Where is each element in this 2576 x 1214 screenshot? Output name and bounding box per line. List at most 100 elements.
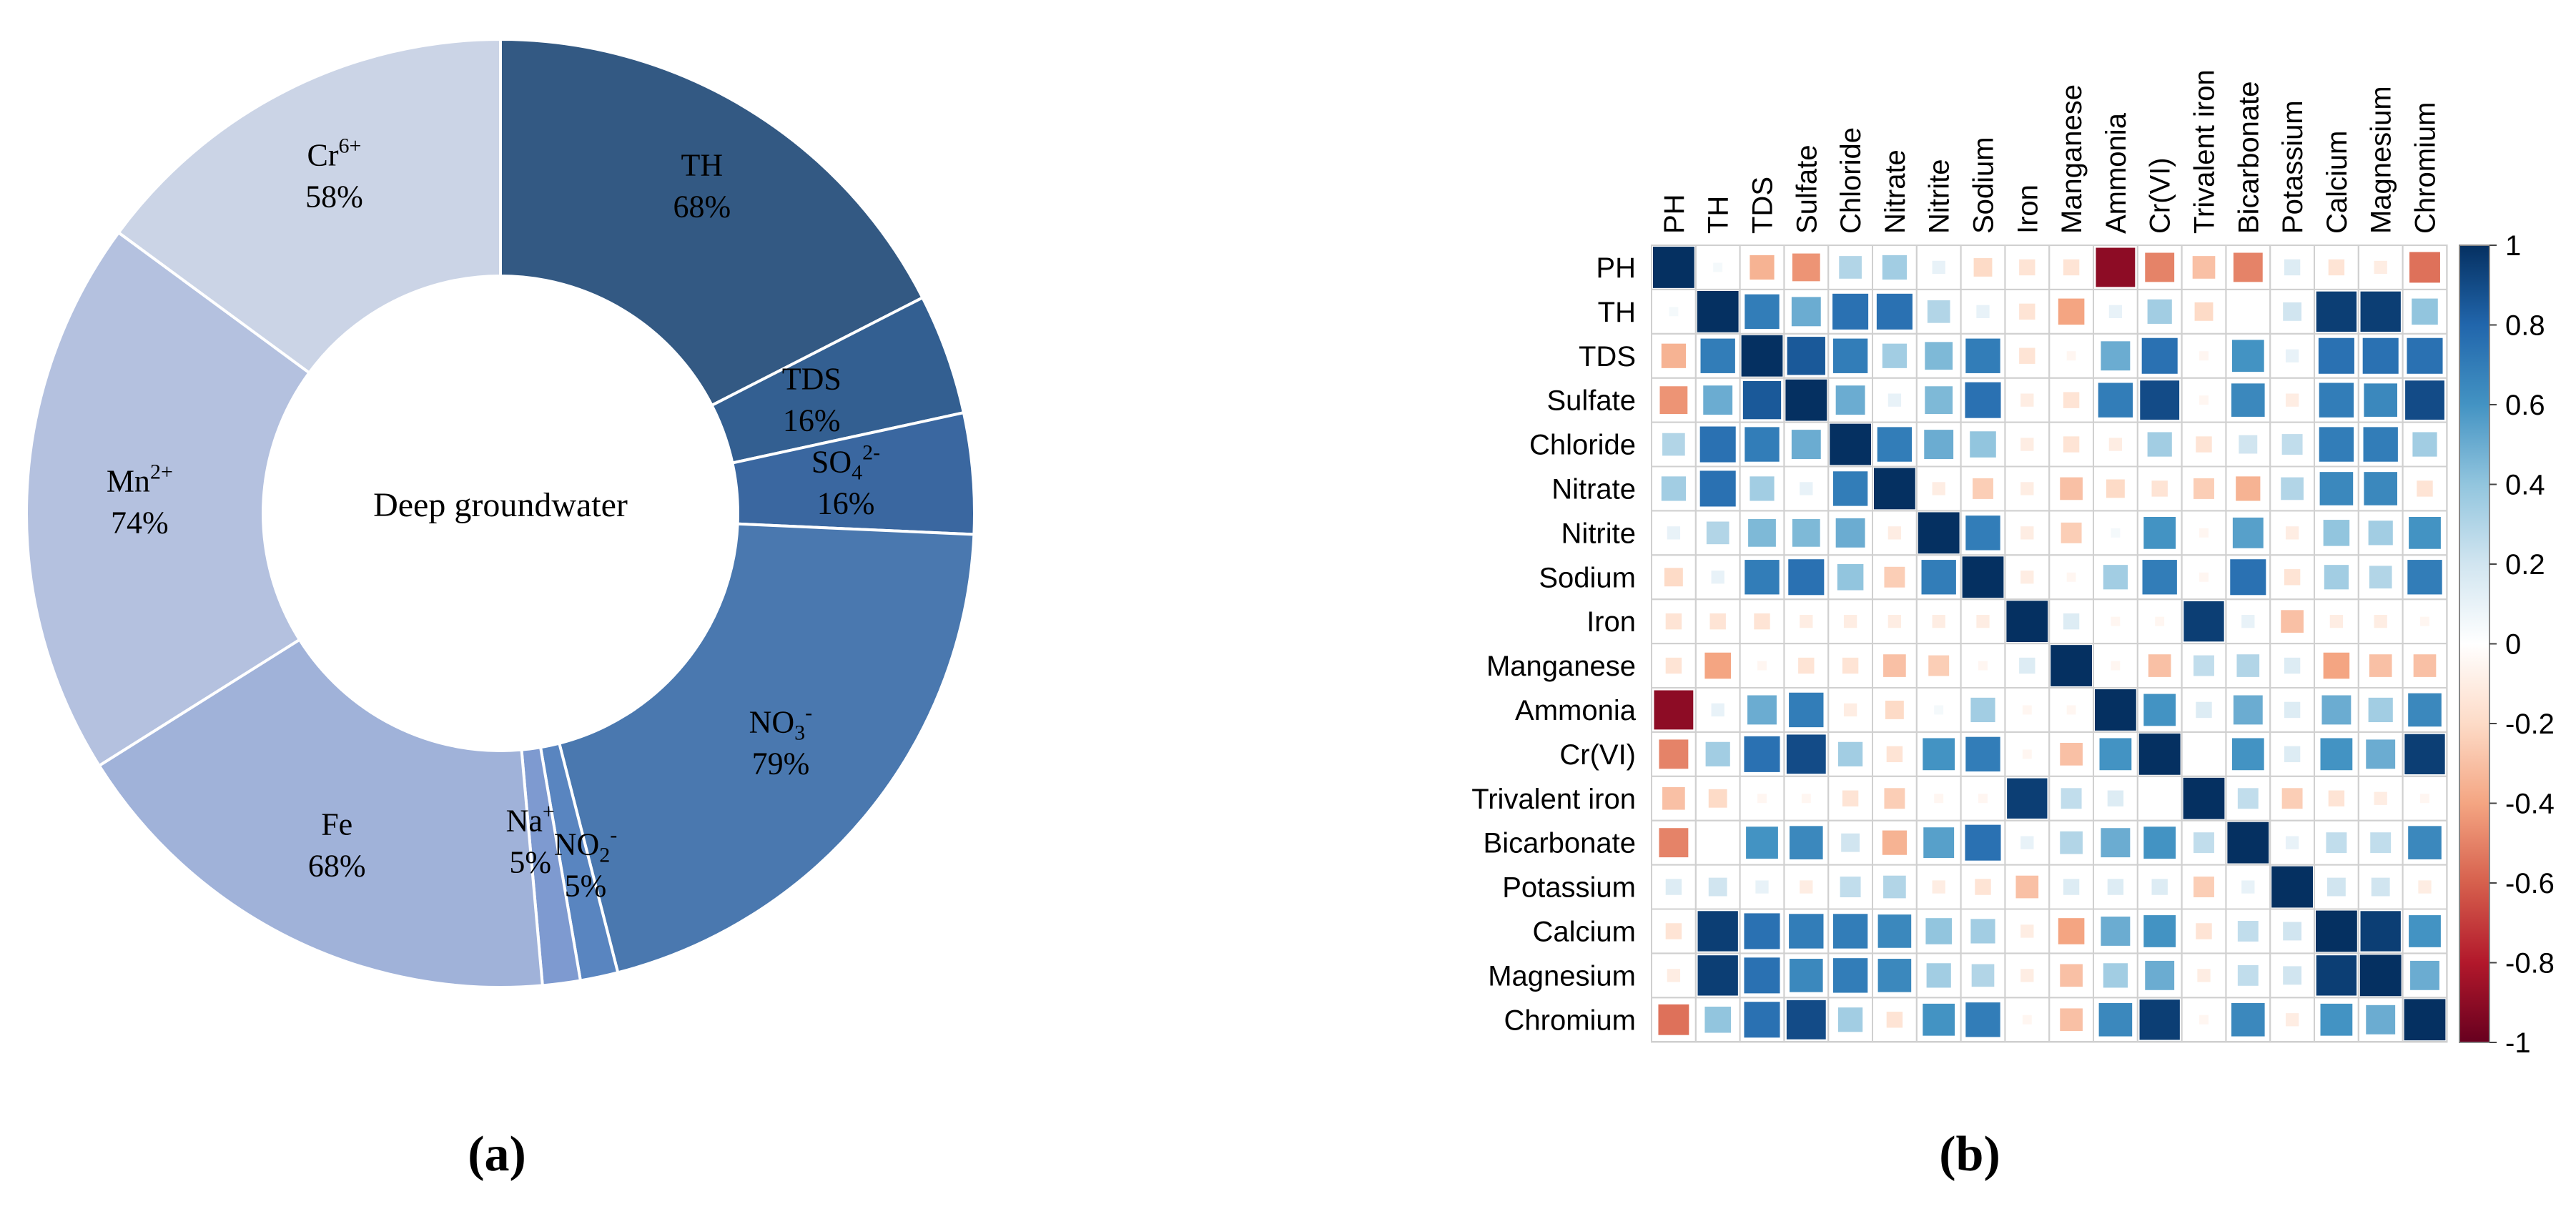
heatmap-cell (1788, 559, 1825, 596)
panel-label-b: (b) (1939, 1127, 2000, 1182)
heatmap-cell (1877, 427, 1913, 462)
heatmap-cell (2103, 963, 2128, 988)
heatmap-cell (2063, 879, 2080, 895)
heatmap-column-label: Sodium (1968, 137, 2000, 234)
heatmap-cell (1664, 568, 1683, 587)
heatmap-row-label: Trivalent iron (1471, 784, 1636, 815)
heatmap-cell (1965, 736, 2000, 772)
colorbar-tick-label: 0.8 (2505, 310, 2545, 342)
heatmap-cell (2407, 560, 2442, 595)
heatmap-cell (1887, 393, 1902, 407)
heatmap-cell (2060, 477, 2083, 500)
heatmap-cell (1882, 255, 1907, 280)
heatmap-cell (1785, 379, 1827, 421)
panel-label-a: (a) (468, 1127, 526, 1182)
heatmap-cell (1786, 734, 1826, 774)
heatmap-cell (1662, 433, 1685, 456)
heatmap-cell (1744, 957, 1780, 994)
heatmap-cell (2020, 482, 2034, 495)
heatmap-cell (2020, 924, 2034, 938)
heatmap-cell (1978, 794, 1988, 804)
heatmap-cell (2019, 259, 2035, 276)
heatmap-cell (1748, 518, 1776, 547)
heatmap-cell (1757, 794, 1767, 804)
donut-slice-label-7: Mn2+ (107, 460, 173, 498)
colorbar-tick-label: -0.4 (2505, 789, 2555, 820)
heatmap-cell (1887, 526, 1902, 540)
heatmap-cell (1662, 786, 1685, 810)
heatmap-cell (1750, 255, 1775, 280)
heatmap-cell (2138, 733, 2181, 775)
heatmap-cell (1754, 613, 1770, 630)
heatmap-cell (1978, 661, 1988, 671)
heatmap-cell (2316, 291, 2357, 332)
heatmap-cell (1658, 1004, 1689, 1035)
heatmap-cell (1832, 293, 1869, 330)
donut-slice-label-2: SO42- (811, 440, 880, 484)
heatmap-cell (2151, 480, 2168, 497)
heatmap-cell (2063, 392, 2080, 408)
heatmap-cell (1790, 959, 1823, 992)
heatmap-cell (1745, 560, 1780, 595)
heatmap-cell (1830, 423, 1871, 465)
heatmap-cell (2193, 877, 2214, 897)
heatmap-cell (1669, 307, 1679, 317)
heatmap-row-label: Magnesium (1488, 960, 1636, 992)
heatmap-cell (2241, 615, 2255, 628)
colorbar: 1 0.8 0.6 0.4 0.2 0 -0.2 -0.4 -0.6 -0.8 -1 (2459, 230, 2555, 1059)
heatmap-cell (2236, 476, 2261, 501)
heatmap-cell (2371, 877, 2390, 897)
heatmap-cell (2413, 654, 2437, 677)
heatmap-cell (1744, 913, 1780, 949)
heatmap-cell (2197, 969, 2211, 982)
heatmap-row-label: Calcium (1533, 916, 1636, 947)
heatmap-cell (2199, 351, 2209, 361)
heatmap-column-label: Calcium (2321, 131, 2353, 234)
heatmap-cell (1835, 385, 1865, 415)
heatmap-cell (2230, 559, 2266, 596)
heatmap-cell (2329, 615, 2344, 628)
heatmap-cell (1744, 1002, 1780, 1038)
heatmap-cell (2103, 565, 2128, 590)
heatmap-cell (1704, 1006, 1731, 1033)
heatmap-cell (2020, 836, 2034, 849)
heatmap-cell (1970, 919, 1995, 944)
heatmap-cell (2285, 526, 2299, 540)
heatmap-grid-cell (2402, 997, 2448, 1043)
heatmap-cell (2066, 705, 2076, 715)
heatmap-cell (2319, 427, 2354, 462)
heatmap-cell (1965, 382, 2001, 418)
heatmap-cell (2328, 259, 2345, 276)
heatmap-row-label: Sodium (1539, 562, 1636, 593)
heatmap-cell (2193, 832, 2214, 854)
heatmap-cell (2231, 340, 2264, 372)
heatmap-cell (2366, 739, 2396, 769)
heatmap-cell (2284, 701, 2301, 719)
heatmap-cell (1835, 518, 1865, 548)
heatmap-cell (2101, 341, 2131, 371)
heatmap-cell (2227, 821, 2269, 864)
heatmap-column-label: Potassium (2277, 100, 2309, 234)
heatmap-cell (2022, 1015, 2032, 1025)
heatmap-cell (1791, 430, 1821, 459)
heatmap-row-label: PH (1596, 252, 1636, 284)
heatmap-cell (2147, 432, 2172, 457)
heatmap-cell (2285, 836, 2299, 849)
heatmap-cell (1965, 1002, 2000, 1037)
heatmap-row-label: Chromium (1504, 1005, 1636, 1036)
heatmap-cell (1744, 736, 1780, 772)
heatmap-row-label: Manganese (1486, 651, 1636, 682)
heatmap-cell (1832, 914, 1868, 949)
heatmap-cell (2143, 694, 2176, 726)
heatmap-cell (2409, 915, 2441, 947)
heatmap-cell (2096, 247, 2136, 287)
heatmap-cell (1932, 260, 1945, 275)
heatmap-cell (2058, 918, 2085, 944)
heatmap-cell (1885, 701, 1904, 719)
correlation-heatmap: PH TH TDS Sulfate Chloride Nitrate Nitrite Sodi… (1471, 69, 2555, 1059)
colorbar-tick-label: 1 (2505, 230, 2521, 262)
heatmap-cell (1832, 338, 1868, 373)
heatmap-cell (2063, 259, 2080, 276)
heatmap-cell (1745, 294, 1780, 330)
heatmap-cell (2151, 879, 2168, 895)
